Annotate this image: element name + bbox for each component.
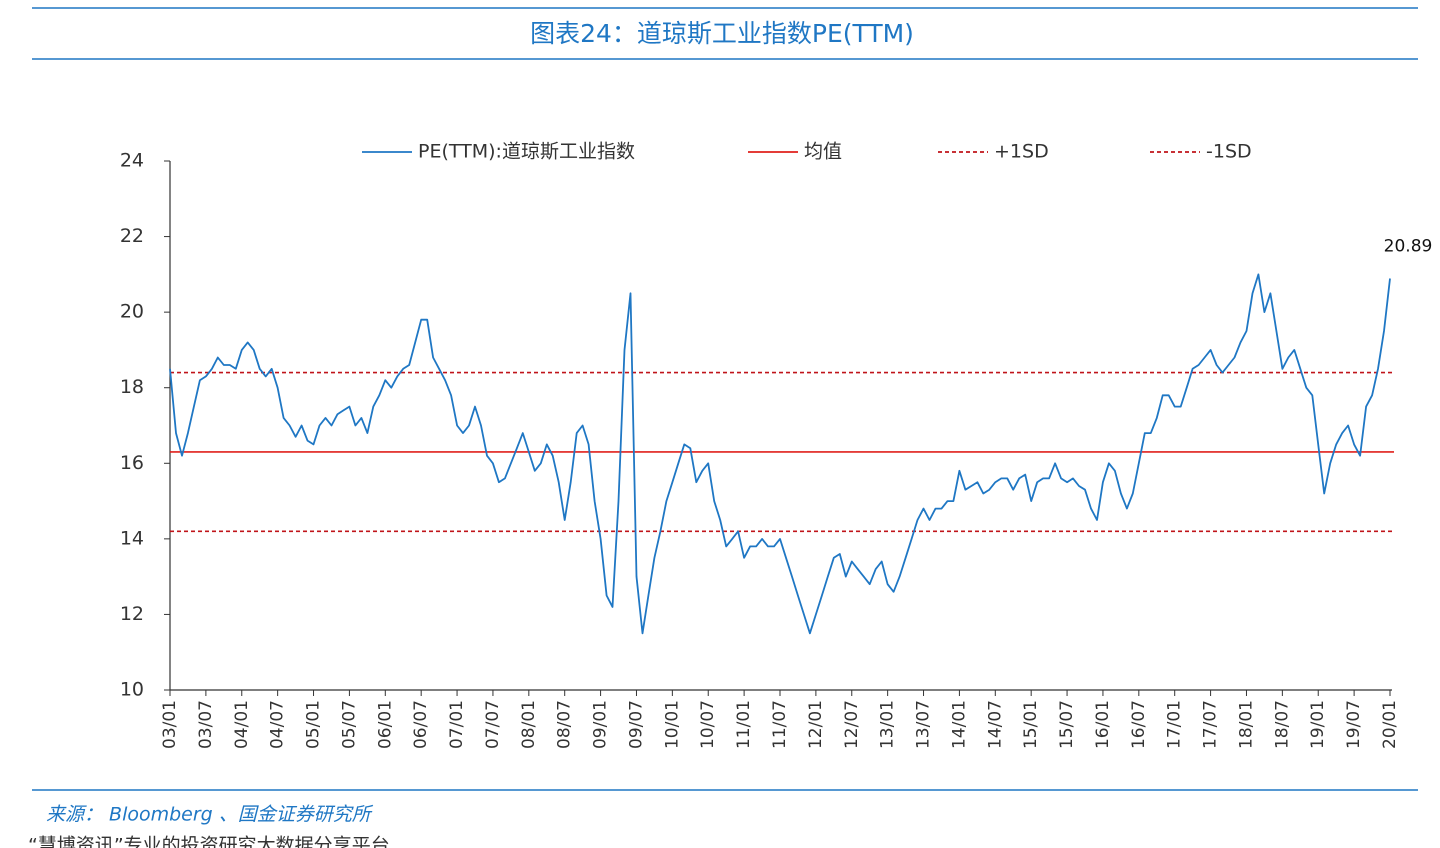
x-tick-label: 19/01 (1308, 700, 1328, 749)
x-tick-label: 06/07 (411, 700, 431, 749)
x-tick-label: 15/07 (1057, 700, 1077, 749)
x-tick-label: 09/01 (591, 700, 611, 749)
x-tick-label: 06/01 (375, 700, 395, 749)
y-tick-label: 22 (120, 225, 144, 247)
y-tick-label: 18 (120, 376, 144, 398)
x-tick-label: 10/01 (662, 700, 682, 749)
x-tick-label: 03/01 (160, 700, 180, 749)
footer-note: “慧博资讯”专业的投资研究大数据分享平台 (28, 835, 390, 848)
last-value-label: 20.89 (1384, 237, 1433, 257)
x-tick-label: 08/07 (555, 700, 575, 749)
x-tick-label: 13/07 (914, 700, 934, 749)
pe-line (169, 273, 1391, 635)
y-tick-label: 16 (120, 452, 144, 474)
x-tick-label: 14/01 (949, 700, 969, 749)
y-tick-label: 24 (120, 150, 144, 172)
x-tick-label: 18/07 (1272, 700, 1292, 749)
x-tick-label: 11/07 (770, 700, 790, 749)
x-tick-label: 04/07 (268, 700, 288, 749)
x-tick-label: 17/01 (1165, 700, 1185, 749)
x-tick-label: 18/01 (1236, 700, 1256, 749)
x-tick-label: 20/01 (1380, 700, 1400, 749)
y-tick-label: 12 (120, 603, 144, 625)
legend-label: +1SD (994, 141, 1049, 163)
x-tick-label: 05/01 (304, 700, 324, 749)
x-tick-label: 15/01 (1021, 700, 1041, 749)
x-tick-label: 13/01 (878, 700, 898, 749)
y-tick-label: 14 (120, 527, 144, 549)
x-tick-label: 12/07 (842, 700, 862, 749)
x-tick-label: 07/07 (483, 700, 503, 749)
x-tick-label: 09/07 (626, 700, 646, 749)
y-tick-label: 20 (120, 301, 144, 323)
source: 来源： Bloomberg 、国金证券研究所 (46, 804, 374, 826)
x-tick-label: 14/07 (985, 700, 1005, 749)
x-tick-label: 16/01 (1093, 700, 1113, 749)
x-tick-label: 12/01 (806, 700, 826, 749)
x-tick-label: 05/07 (339, 700, 359, 749)
chart-title: 图表24：道琼斯工业指数PE(TTM) (530, 19, 914, 48)
legend-label: -1SD (1206, 141, 1252, 163)
x-tick-label: 04/01 (232, 700, 252, 749)
legend-label: 均值 (804, 141, 842, 163)
x-tick-label: 19/07 (1344, 700, 1364, 749)
x-tick-label: 07/01 (447, 700, 467, 749)
x-tick-label: 17/07 (1201, 700, 1221, 749)
x-tick-label: 03/07 (196, 700, 216, 749)
x-tick-label: 10/07 (698, 700, 718, 749)
y-tick-label: 10 (120, 679, 144, 701)
x-tick-label: 16/07 (1129, 700, 1149, 749)
x-tick-label: 08/01 (519, 700, 539, 749)
x-tick-label: 11/01 (734, 700, 754, 749)
legend-label: PE(TTM):道琼斯工业指数 (418, 141, 635, 163)
